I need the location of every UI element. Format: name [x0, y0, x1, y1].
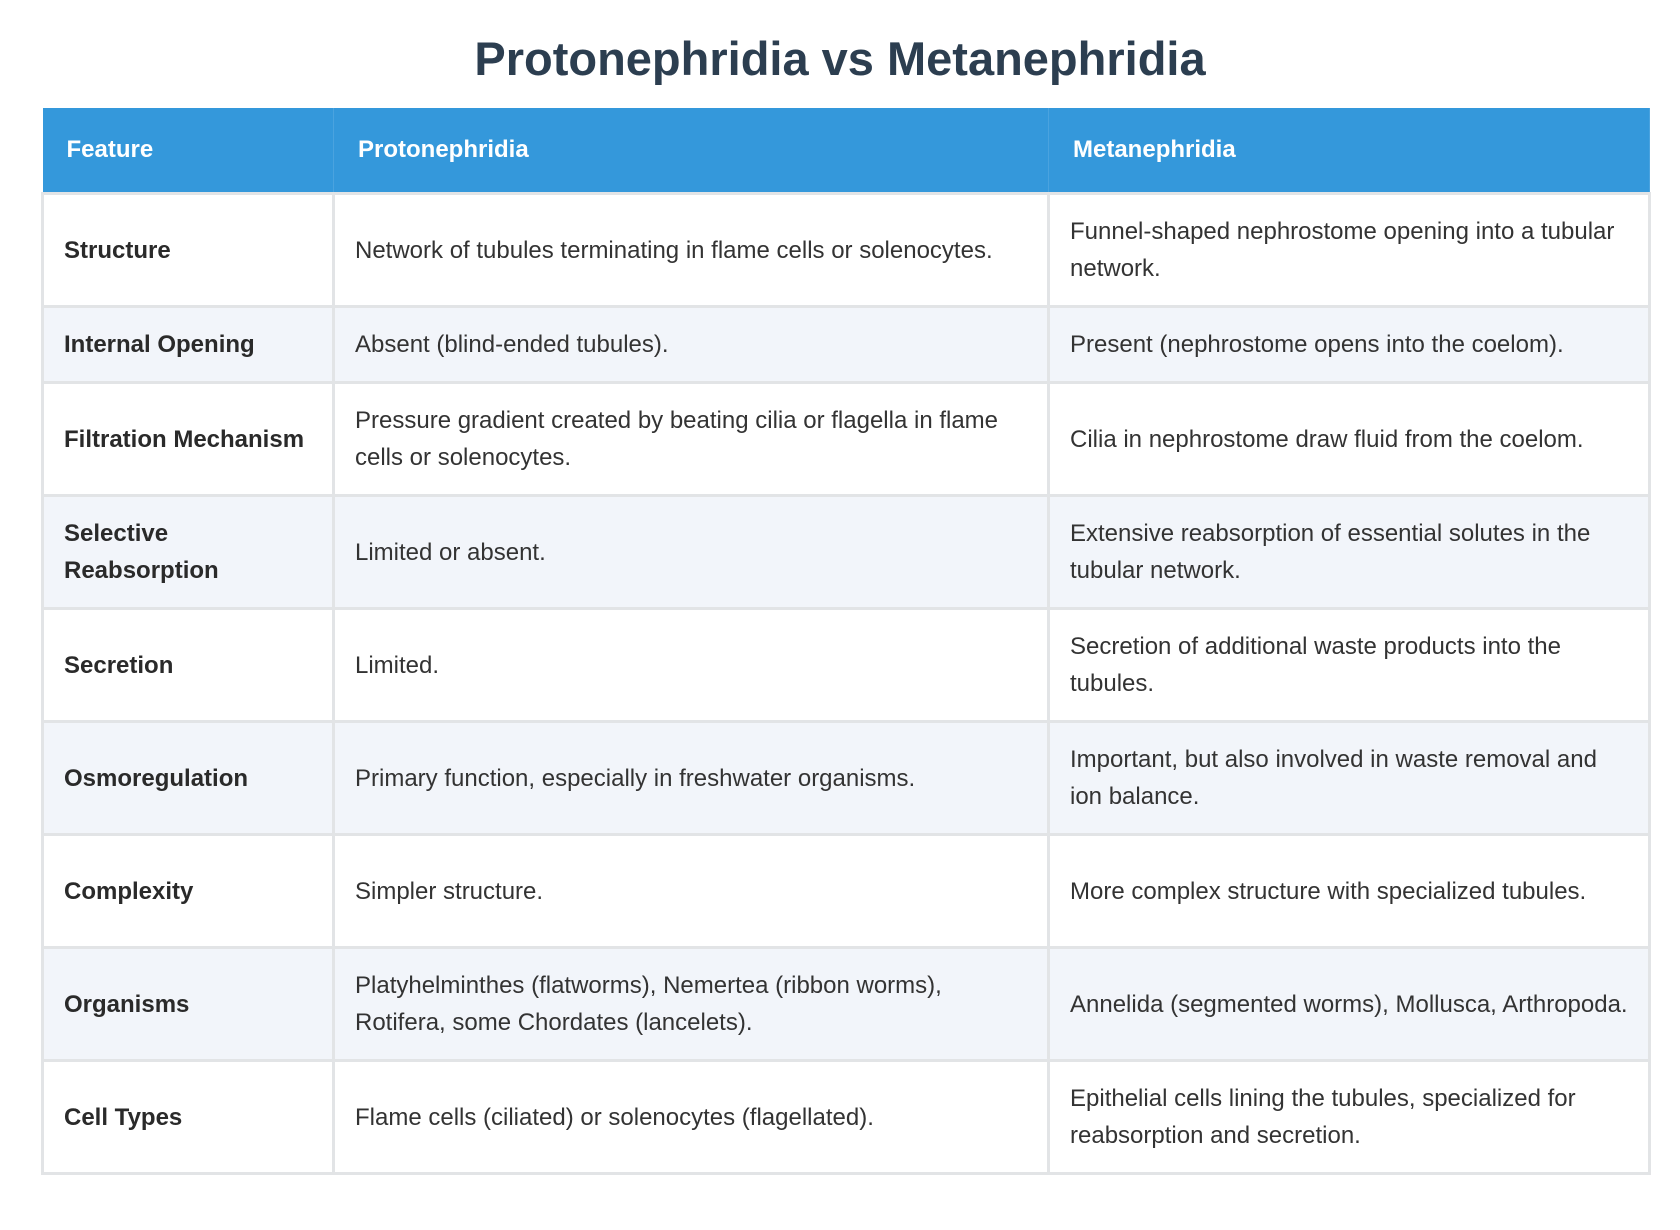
table-row: Complexity Simpler structure. More complex… — [41, 833, 1651, 949]
cell-protonephridia: Network of tubules terminating in flame … — [332, 192, 1050, 308]
cell-metanephridia: Extensive reabsorption of essential solu… — [1047, 494, 1651, 610]
cell-metanephridia: Epithelial cells lining the tubules, spe… — [1047, 1059, 1651, 1175]
header-metanephridia: Metanephridia — [1048, 108, 1650, 194]
cell-feature: Complexity — [41, 833, 335, 949]
header-feature: Feature — [42, 108, 334, 194]
cell-protonephridia: Simpler structure. — [332, 833, 1050, 949]
cell-feature: Organisms — [41, 946, 335, 1062]
cell-feature: Internal Opening — [41, 305, 335, 384]
cell-metanephridia: More complex structure with specialized … — [1047, 833, 1651, 949]
cell-feature: Secretion — [41, 607, 335, 723]
table-row: Osmoregulation Primary function, especial… — [41, 720, 1651, 836]
cell-protonephridia: Flame cells (ciliated) or solenocytes (f… — [332, 1059, 1050, 1175]
cell-protonephridia: Platyhelminthes (flatworms), Nemertea (r… — [332, 946, 1050, 1062]
comparison-table: Feature Protonephridia Metanephridia Str… — [41, 108, 1651, 1175]
cell-protonephridia: Limited or absent. — [332, 494, 1050, 610]
cell-feature: Filtration Mechanism — [41, 381, 335, 497]
cell-feature: Selective Reabsorption — [41, 494, 335, 610]
header-protonephridia: Protonephridia — [333, 108, 1049, 194]
table-row: Cell Types Flame cells (ciliated) or sole… — [41, 1059, 1651, 1175]
cell-metanephridia: Secretion of additional waste products i… — [1047, 607, 1651, 723]
table-row: Selective Reabsorption Limited or absent.… — [41, 494, 1651, 610]
cell-protonephridia: Pressure gradient created by beating cil… — [332, 381, 1050, 497]
cell-feature: Osmoregulation — [41, 720, 335, 836]
table-row: Organisms Platyhelminthes (flatworms), Ne… — [41, 946, 1651, 1062]
cell-metanephridia: Cilia in nephrostome draw fluid from the… — [1047, 381, 1651, 497]
table-row: Secretion Limited. Secretion of additional… — [41, 607, 1651, 723]
cell-feature: Structure — [41, 192, 335, 308]
cell-protonephridia: Absent (blind-ended tubules). — [332, 305, 1050, 384]
cell-feature: Cell Types — [41, 1059, 335, 1175]
header-row: Feature Protonephridia Metanephridia — [42, 108, 1650, 194]
cell-metanephridia: Annelida (segmented worms), Mollusca, Ar… — [1047, 946, 1651, 1062]
table-row: Structure Network of tubules terminating … — [41, 192, 1651, 308]
table-row: Internal Opening Absent (blind-ended tubu… — [41, 305, 1651, 384]
cell-protonephridia: Limited. — [332, 607, 1050, 723]
cell-metanephridia: Present (nephrostome opens into the coel… — [1047, 305, 1651, 384]
cell-protonephridia: Primary function, especially in freshwat… — [332, 720, 1050, 836]
cell-metanephridia: Important, but also involved in waste re… — [1047, 720, 1651, 836]
page-title: Protonephridia vs Metanephridia — [474, 32, 1206, 85]
table-row: Filtration Mechanism Pressure gradient cr… — [41, 381, 1651, 497]
cell-metanephridia: Funnel-shaped nephrostome opening into a… — [1047, 192, 1651, 308]
